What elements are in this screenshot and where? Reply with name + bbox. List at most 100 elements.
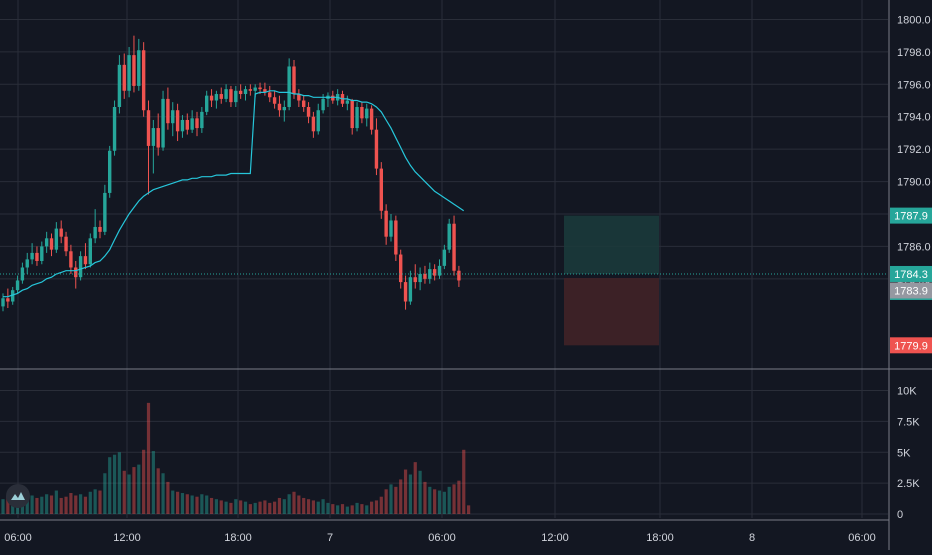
volume-bar [54, 490, 58, 514]
volume-bar [336, 505, 340, 514]
candle-body [11, 290, 15, 302]
volume-bar [200, 494, 204, 514]
candle [268, 85, 272, 103]
y-tick-label: 1792.0 [897, 144, 931, 156]
x-tick-label: 06:00 [848, 532, 876, 544]
stop-price-label: 1779.9 [890, 337, 932, 354]
volume-bar [379, 496, 383, 514]
candle-body [365, 108, 369, 119]
volume-bar [437, 490, 442, 514]
volume-bar [462, 449, 466, 514]
candle [423, 265, 427, 284]
candle [243, 85, 248, 101]
volume-bar [345, 506, 349, 514]
candle [403, 275, 408, 310]
volume-bar [108, 457, 112, 514]
candle-body [83, 256, 88, 265]
candle [360, 102, 364, 124]
volume-tick-label: 5K [897, 447, 911, 459]
candle-body [437, 265, 442, 276]
candle-body [369, 108, 374, 130]
volume-bar [117, 452, 121, 514]
candle [345, 95, 350, 111]
candle-body [6, 298, 10, 302]
volume-bar [45, 494, 49, 514]
candle [127, 47, 131, 98]
candle [214, 90, 219, 109]
x-tick-label: 8 [749, 532, 755, 544]
candle-body [292, 66, 296, 95]
tradingview-logo-icon[interactable] [6, 484, 30, 508]
candle-body [394, 220, 398, 255]
target-price-label-text: 1787.9 [894, 211, 928, 223]
candle [190, 110, 194, 133]
volume-bar [161, 473, 165, 514]
candle-body [457, 270, 461, 281]
volume-bar [229, 502, 233, 514]
candle-body [447, 223, 451, 250]
candle-body [229, 89, 233, 103]
candle [369, 105, 374, 135]
candle-body [321, 98, 325, 111]
candle [408, 270, 413, 305]
candle-body [122, 64, 126, 91]
candle-body [44, 238, 49, 247]
x-tick-label: 18:00 [224, 532, 252, 544]
volume-bar [1, 499, 5, 514]
candle [263, 82, 267, 96]
candle [365, 103, 369, 127]
candle-body [108, 150, 112, 193]
volume-bar [311, 500, 315, 514]
volume-bar [423, 481, 427, 514]
candle [98, 220, 102, 239]
candle-body [161, 98, 165, 148]
candle [83, 243, 88, 270]
candle [49, 233, 54, 257]
candle-body [20, 267, 25, 281]
volume-bar [112, 454, 117, 514]
volume-tick-label: 7.5K [897, 416, 920, 428]
x-tick-label: 06:00 [4, 532, 32, 544]
candle [64, 231, 68, 257]
candle-body [350, 100, 354, 129]
volume-bar [277, 497, 282, 514]
candle [6, 288, 10, 309]
candle [442, 244, 447, 270]
candle [457, 265, 461, 287]
candle-body [297, 94, 301, 101]
y-tick-label: 1796.0 [897, 79, 931, 91]
vwap-line [3, 90, 465, 298]
candle-body [403, 282, 408, 302]
candle [161, 90, 165, 151]
candle-body [64, 236, 68, 252]
volume-bar [151, 451, 155, 514]
candle [282, 100, 286, 122]
candle [25, 252, 29, 274]
volume-bar [248, 504, 252, 514]
candle [88, 233, 92, 268]
candle [175, 103, 180, 142]
volume-bar [321, 499, 325, 514]
y-tick-label: 1798.0 [897, 47, 931, 59]
candle-body [316, 110, 320, 132]
candle-body [282, 106, 286, 111]
volume-bar [447, 486, 451, 514]
target-price-label-bg [890, 207, 932, 224]
candle [297, 89, 301, 107]
candle [35, 246, 39, 266]
candle [287, 58, 291, 111]
volume-bar [79, 494, 83, 514]
candle [171, 102, 175, 137]
volume-bar [93, 489, 97, 514]
candle-body [238, 90, 243, 95]
volume-bar [428, 486, 432, 514]
candle [180, 115, 185, 138]
volume-bar [316, 501, 320, 514]
candle-body [156, 128, 160, 148]
candle-body [151, 128, 156, 146]
candle [15, 275, 20, 294]
candle [78, 251, 83, 281]
candle-body [205, 95, 209, 112]
